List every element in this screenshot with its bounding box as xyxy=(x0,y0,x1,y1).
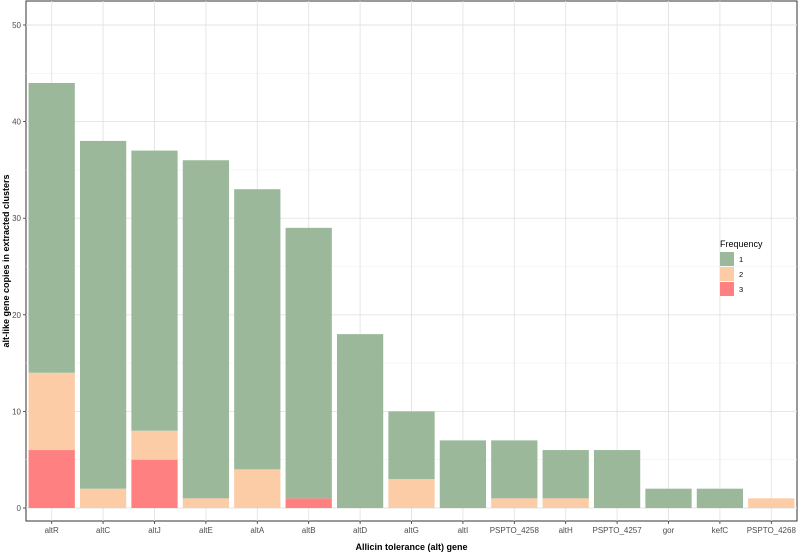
bar-segment-altC-freq-1 xyxy=(79,140,127,489)
bar-segment-altH-freq-2 xyxy=(542,498,589,508)
x-tick-label-altB: altB xyxy=(302,526,316,535)
legend-label-1: 1 xyxy=(739,255,743,264)
bar-segment-altJ-freq-2 xyxy=(131,430,178,460)
bar-segment-PSPTO_4268-freq-2 xyxy=(748,498,795,508)
bar-segment-PSPTO_4258-freq-2 xyxy=(491,498,538,508)
x-axis-title: Allicin tolerance (alt) gene xyxy=(355,542,467,552)
x-tick-label-altJ: altJ xyxy=(148,526,160,535)
bar-segment-altE-freq-1 xyxy=(182,160,230,499)
x-tick-label-altI: altI xyxy=(458,526,469,535)
bar-segment-altR-freq-2 xyxy=(28,372,75,451)
bar-segment-altR-freq-1 xyxy=(28,82,75,373)
bar-segment-altB-freq-3 xyxy=(285,498,332,508)
bar-segment-altJ-freq-1 xyxy=(131,150,178,431)
y-tick-label: 50 xyxy=(12,21,21,30)
x-tick-label-PSPTO_4258: PSPTO_4258 xyxy=(490,526,540,535)
x-tick-label-altD: altD xyxy=(353,526,367,535)
bar-segment-altR-freq-3 xyxy=(28,450,75,508)
bar-segment-PSPTO_4257-freq-1 xyxy=(593,450,641,508)
x-tick-label-altE: altE xyxy=(199,526,213,535)
y-tick-label: 10 xyxy=(12,407,21,416)
legend-title: Frequency xyxy=(720,239,763,249)
bar-segment-altA-freq-2 xyxy=(234,469,281,508)
x-tick-label-PSPTO_4268: PSPTO_4268 xyxy=(747,526,797,535)
bar-segment-altG-freq-1 xyxy=(388,411,435,480)
bar-segment-altC-freq-2 xyxy=(79,488,127,508)
bar-segment-altJ-freq-3 xyxy=(131,459,178,508)
bars xyxy=(28,82,795,508)
x-tick-label-gor: gor xyxy=(663,526,675,535)
legend-label-2: 2 xyxy=(739,270,743,279)
legend-swatch-2 xyxy=(720,267,734,281)
y-tick-label: 0 xyxy=(17,504,22,513)
bar-segment-altH-freq-1 xyxy=(542,450,589,499)
y-axis-title: alt-like gene copies in extracted cluste… xyxy=(1,174,11,347)
x-tick-label-altR: altR xyxy=(45,526,59,535)
legend-label-3: 3 xyxy=(739,285,743,294)
y-tick-label: 20 xyxy=(12,311,21,320)
x-axis: altR altC altJ altE altA altB altD altG altI PSPT… xyxy=(45,521,797,535)
legend: Frequency 1 2 3 xyxy=(720,239,763,296)
x-tick-label-PSPTO_4257: PSPTO_4257 xyxy=(592,526,642,535)
y-tick-label: 30 xyxy=(12,214,21,223)
x-tick-label-altA: altA xyxy=(250,526,264,535)
bar-segment-altI-freq-1 xyxy=(439,440,487,508)
legend-items: 1 2 3 xyxy=(720,252,743,296)
bar-segment-altD-freq-1 xyxy=(336,334,384,508)
bar-segment-altB-freq-1 xyxy=(285,227,332,499)
legend-swatch-1 xyxy=(720,252,734,266)
bar-segment-gor-freq-1 xyxy=(645,488,692,508)
bar-segment-kefC-freq-1 xyxy=(696,488,744,508)
x-tick-label-altC: altC xyxy=(96,526,110,535)
y-axis: 0 10 20 30 40 50 xyxy=(12,21,26,513)
bar-segment-altA-freq-1 xyxy=(234,189,281,470)
bar-segment-altG-freq-2 xyxy=(388,479,435,508)
bar-segment-altE-freq-2 xyxy=(182,498,230,508)
x-tick-label-altG: altG xyxy=(404,526,419,535)
legend-swatch-3 xyxy=(720,282,734,296)
x-tick-label-altH: altH xyxy=(559,526,573,535)
bar-segment-PSPTO_4258-freq-1 xyxy=(491,440,538,499)
y-tick-label: 40 xyxy=(12,118,21,127)
x-tick-label-kefC: kefC xyxy=(712,526,729,535)
